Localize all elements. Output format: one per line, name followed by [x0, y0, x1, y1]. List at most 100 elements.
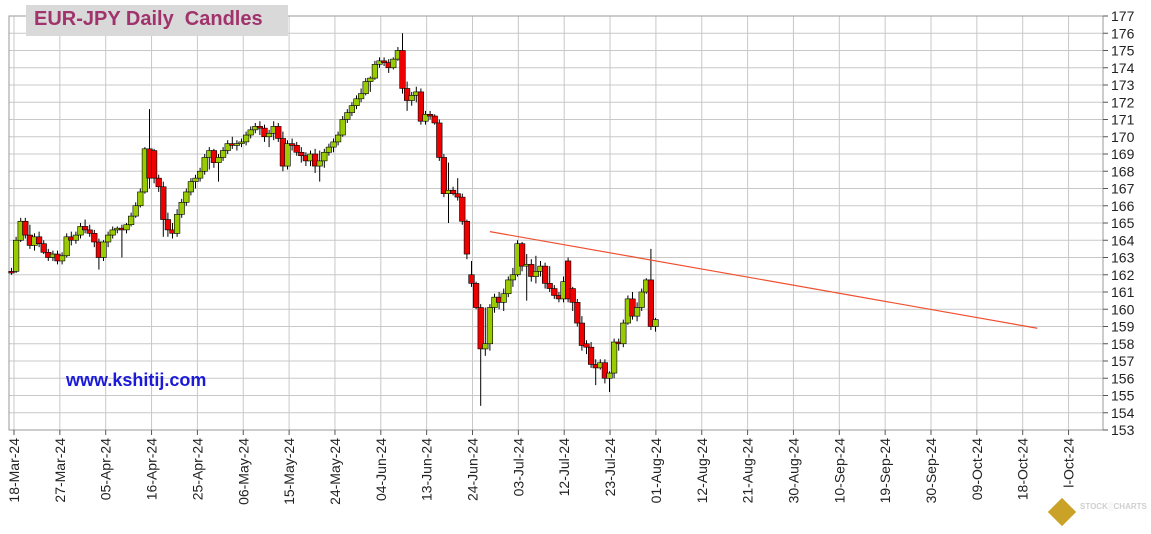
candle-body-down [160, 186, 167, 220]
candle-body-up [132, 205, 139, 217]
candle [215, 154, 222, 182]
candle-body-up [500, 293, 507, 303]
candle-body-down [35, 236, 43, 245]
candle-body-down [403, 88, 411, 101]
candle-body-up [620, 322, 627, 345]
candle [311, 148, 319, 173]
y-tick-label: 160 [1111, 301, 1135, 317]
candle [620, 319, 627, 348]
candle-body-up [330, 141, 337, 148]
candle-body-up [201, 157, 208, 172]
y-tick-label: 161 [1111, 284, 1135, 300]
candle [463, 219, 471, 260]
resistance-trendline [489, 231, 1038, 329]
candle [224, 140, 231, 154]
candle-body-up [482, 343, 489, 350]
candle-body-down [22, 220, 29, 236]
candle-body-down [601, 362, 608, 379]
candle-body-up [348, 105, 356, 113]
candle-body-down [164, 219, 172, 231]
candle [367, 76, 374, 92]
candle-body-down [564, 260, 572, 300]
candle-body-up [633, 307, 641, 317]
candle [509, 267, 517, 287]
candle [298, 147, 305, 163]
watermark-logo: STOCK░CHARTS [1047, 497, 1147, 527]
x-tick-label: 12-Jul-24 [556, 438, 572, 497]
candle [109, 226, 116, 239]
candle [63, 233, 70, 258]
candle-body-up [58, 255, 66, 262]
candle-body-down [468, 274, 475, 284]
candle-body-down [288, 143, 296, 146]
candle-body-up [325, 146, 333, 153]
candle-body-up [192, 177, 199, 182]
candle [293, 141, 300, 156]
candle [371, 60, 379, 80]
candle [482, 307, 489, 356]
candle [160, 181, 167, 237]
candle-body-up [652, 319, 659, 327]
y-tick-label: 164 [1111, 232, 1135, 248]
candle [256, 121, 264, 136]
candle [151, 148, 158, 184]
candle-body-down [518, 243, 526, 267]
candle [261, 124, 268, 142]
candle [583, 340, 590, 355]
candle-body-up [422, 114, 429, 122]
candle-body-up [486, 307, 494, 345]
candle-body-up [247, 129, 254, 136]
candle-body-down [477, 307, 484, 350]
candle-body-down [546, 283, 553, 289]
candle-body-up [128, 215, 135, 226]
candle-body-up [137, 191, 144, 207]
candle-body-down [210, 150, 218, 163]
candle [610, 338, 618, 379]
candle [546, 266, 553, 292]
y-tick-label: 171 [1111, 112, 1135, 128]
candle-body-down [86, 229, 93, 234]
candle [35, 231, 43, 248]
candle [357, 88, 365, 103]
x-tick-label: 23-Jul-24 [602, 438, 618, 497]
candle-body-down [256, 126, 264, 129]
candle-body-up [334, 134, 342, 143]
candle-body-down [551, 288, 558, 296]
candle-body-up [13, 239, 20, 272]
candle-body-down [436, 122, 443, 158]
candle [220, 147, 227, 161]
candle-body-up [77, 226, 84, 236]
candle-body-up [284, 143, 291, 167]
candle [183, 188, 190, 206]
logo-diamond-icon [1047, 497, 1077, 527]
x-tick-label: 06-May-24 [235, 438, 251, 505]
candle [233, 140, 241, 151]
candle [408, 91, 415, 106]
x-tick-label: 15-May-24 [281, 438, 297, 505]
y-tick-label: 167 [1111, 181, 1135, 197]
candle [486, 304, 494, 351]
candle [500, 288, 507, 311]
candle-body-down [578, 322, 585, 346]
candle-body-down [541, 265, 549, 284]
x-axis: 18-Mar-24 27-Mar-24 05-Apr-24 16-Apr-24 25-A… [6, 430, 1077, 505]
candle-body-up [353, 98, 360, 107]
website-link[interactable]: www.kshitij.com [66, 370, 207, 390]
candle [334, 131, 342, 146]
candle-body-up [606, 372, 613, 379]
candle-body-up [63, 236, 70, 257]
candle-body-down [472, 283, 480, 308]
candle-body-down [583, 343, 590, 348]
y-tick-label: 153 [1111, 422, 1135, 438]
candle-body-up [123, 224, 130, 231]
candle [321, 148, 328, 168]
candle [201, 154, 208, 175]
x-tick-label: l-Oct-24 [1061, 438, 1077, 488]
candle-body-down [574, 302, 581, 324]
candle-body-up [243, 134, 250, 143]
candle [40, 240, 47, 255]
x-tick-label: 04-Jun-24 [373, 438, 389, 501]
candle-body-up [183, 191, 190, 203]
candle [431, 114, 438, 125]
y-tick-label: 166 [1111, 198, 1135, 214]
